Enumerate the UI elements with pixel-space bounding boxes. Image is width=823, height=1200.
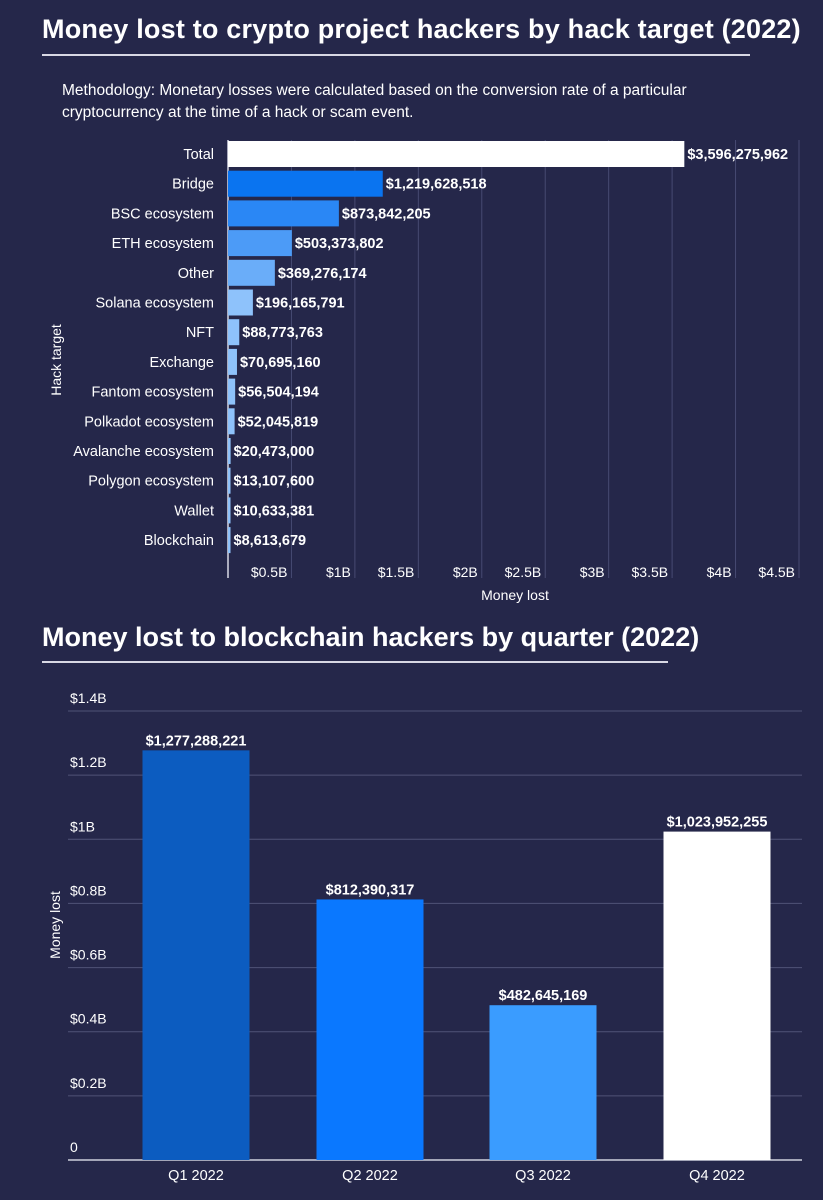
chart1-bar [228,497,231,524]
chart1-x-tick-label: $2.5B [505,564,542,580]
chart2-bar [316,899,424,1160]
chart2-bar [489,1005,597,1160]
chart2-title-underline [42,661,668,663]
chart2-category-label: Q1 2022 [168,1168,224,1184]
chart1-bar [228,230,292,257]
chart1-category-label: Polygon ecosystem [88,474,214,490]
chart1-title-underline [42,54,750,56]
chart1-bar-value-label: $8,613,679 [234,533,307,549]
chart1-category-label: NFT [186,325,214,341]
chart1-category-label: Total [183,147,214,163]
chart1-category-label: Wallet [174,503,214,519]
chart2-y-tick-label: $0.8B [70,882,107,898]
chart2-bar [663,831,771,1160]
chart1-bar [228,408,235,435]
chart1-category-label: Fantom ecosystem [92,385,215,401]
methodology-note: Methodology: Monetary losses were calcul… [62,82,687,121]
chart2-y-tick-label: $0.6B [70,947,107,963]
chart2-title: Money lost to blockchain hackers by quar… [42,622,700,652]
chart2-y-axis-title: Money lost [47,891,63,959]
chart2-category-label: Q3 2022 [515,1168,571,1184]
chart2-y-tick-label: $1.2B [70,754,107,770]
chart1-bar-value-label: $52,045,819 [238,414,319,430]
chart1-bar-value-label: $56,504,194 [238,385,319,401]
chart1-category-label: Other [178,266,214,282]
chart2-bar-value-label: $812,390,317 [326,882,415,898]
chart2-y-tick-label: $0.4B [70,1011,107,1027]
chart1-category-label: Blockchain [144,533,214,549]
chart2-y-tick-label: 0 [70,1139,78,1155]
chart1-bar-value-label: $88,773,763 [242,325,323,341]
chart1-x-tick-label: $1.5B [378,564,415,580]
chart1-bar-value-label: $1,219,628,518 [386,177,487,193]
chart1-bar [228,170,383,197]
chart2-bar-value-label: $482,645,169 [499,988,588,1004]
chart1-bar [228,438,231,464]
chart1-x-tick-label: $0.5B [251,564,288,580]
chart1-bar [228,348,237,375]
chart1-bar [228,259,275,286]
chart1-bar-value-label: $3,596,275,962 [687,147,788,163]
chart1-category-label: Bridge [172,177,214,193]
chart1-x-tick-label: $2B [453,564,478,580]
chart1-category-label: Avalanche ecosystem [73,444,214,460]
chart2-y-tick-label: $1B [70,818,95,834]
chart1-x-tick-label: $4.5B [758,564,795,580]
chart1-category-label: BSC ecosystem [111,206,214,222]
chart2-category-label: Q4 2022 [689,1168,745,1184]
chart1-bar [228,141,685,167]
chart1-bar [228,319,240,346]
chart1-bar-value-label: $13,107,600 [234,474,315,490]
chart2-y-tick-label: $1.4B [70,690,107,706]
chart1-bar-value-label: $369,276,174 [278,266,367,282]
chart1-category-label: Exchange [150,355,215,371]
chart1-bar-value-label: $503,373,802 [295,236,384,252]
chart1-title: Money lost to crypto project hackers by … [42,14,801,44]
chart1-x-tick-label: $3B [580,564,605,580]
chart1-x-tick-label: $3.5B [632,564,669,580]
chart2-y-tick-label: $0.2B [70,1075,107,1091]
chart1-bar [228,527,231,554]
chart1-bar [228,467,231,494]
chart1-bar-value-label: $70,695,160 [240,355,321,371]
chart2-bar [142,750,250,1160]
chart1-bar-value-label: $10,633,381 [234,503,315,519]
chart1-bar-value-label: $20,473,000 [234,444,315,460]
chart1-bar [228,200,339,227]
hack-target-bar-chart: Hack target Money lost $0.5B $1B $1.5B $2B $… [48,140,800,603]
chart1-bar [228,289,253,316]
chart2-bar-value-label: $1,277,288,221 [146,733,247,749]
chart1-category-label: ETH ecosystem [112,236,214,252]
chart1-bar-value-label: $873,842,205 [342,206,431,222]
chart2-bar-value-label: $1,023,952,255 [667,815,768,831]
chart1-x-tick-label: $4B [707,564,732,580]
chart1-x-tick-label: $1B [326,564,351,580]
chart2-category-label: Q2 2022 [342,1168,398,1184]
chart1-category-label: Solana ecosystem [96,296,214,312]
chart1-y-axis-title: Hack target [48,324,64,396]
chart1-category-label: Polkadot ecosystem [84,414,214,430]
chart1-bar [228,378,236,405]
chart1-x-axis-title: Money lost [481,587,549,603]
chart1-bar-value-label: $196,165,791 [256,296,345,312]
